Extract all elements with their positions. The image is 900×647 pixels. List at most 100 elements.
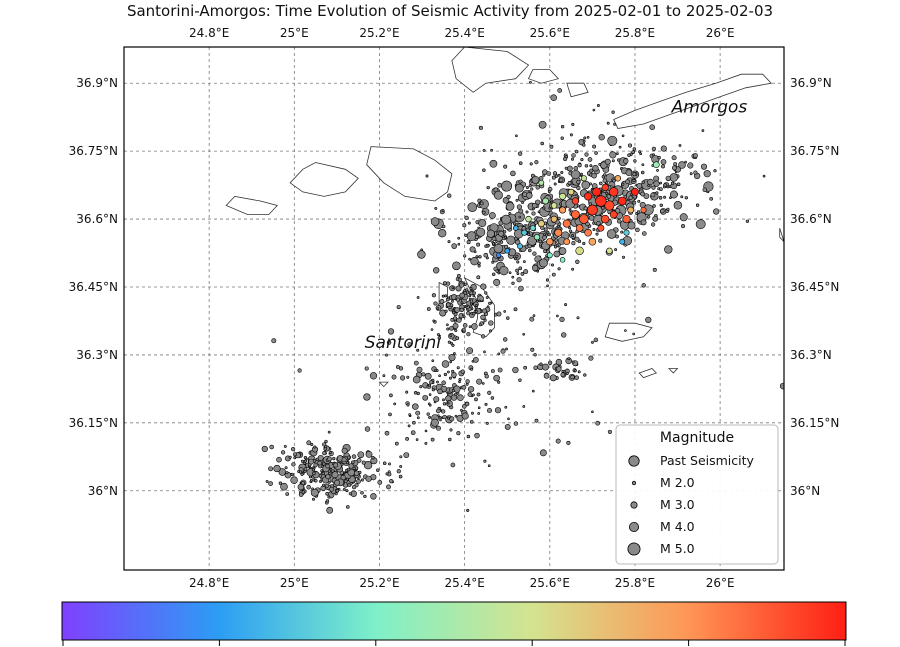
past-event-marker	[459, 292, 465, 299]
past-event-marker	[525, 210, 529, 214]
past-event-marker	[518, 161, 523, 165]
past-event-marker	[442, 398, 445, 402]
recent-event-marker	[571, 197, 580, 205]
past-event-marker	[504, 423, 511, 430]
past-event-marker	[269, 444, 274, 450]
past-event-marker	[551, 272, 556, 277]
past-event-marker	[557, 88, 563, 93]
past-event-marker	[526, 192, 533, 199]
past-event-marker	[426, 307, 431, 311]
recent-event-marker	[562, 219, 571, 228]
past-event-marker	[323, 447, 327, 451]
past-event-marker	[300, 459, 305, 463]
past-event-marker	[497, 182, 503, 188]
island-keros	[566, 82, 589, 98]
past-event-marker	[611, 159, 615, 163]
past-event-marker	[347, 455, 351, 460]
lat-tick-label-left: 36.75°N	[69, 144, 118, 158]
past-event-marker	[474, 432, 480, 439]
island-sikinos	[289, 162, 359, 197]
past-event-marker	[607, 429, 612, 434]
past-event-marker	[556, 314, 559, 318]
past-event-marker	[515, 268, 519, 273]
legend-marker	[630, 501, 638, 509]
past-event-marker	[673, 162, 678, 166]
past-event-marker	[542, 363, 549, 371]
past-event-marker	[512, 222, 517, 226]
past-event-marker	[394, 441, 399, 446]
past-event-marker	[360, 491, 364, 495]
past-event-marker	[556, 366, 562, 372]
past-event-marker	[345, 461, 349, 465]
recent-event-marker	[575, 224, 584, 232]
island-makra	[668, 368, 679, 374]
past-event-marker	[446, 391, 450, 395]
past-event-marker	[641, 283, 646, 288]
past-event-marker	[576, 179, 581, 185]
recent-event-marker	[563, 238, 571, 246]
past-event-marker	[412, 375, 421, 384]
past-event-marker	[408, 413, 412, 416]
past-event-marker	[497, 367, 503, 373]
past-event-marker	[652, 153, 655, 157]
past-event-marker	[515, 183, 524, 193]
past-event-marker	[570, 169, 581, 180]
past-event-marker	[470, 307, 474, 311]
past-event-marker	[438, 416, 442, 419]
past-event-marker	[573, 166, 579, 171]
lat-tick-label-right: 36°N	[790, 484, 820, 498]
past-event-marker	[589, 164, 593, 168]
past-event-marker	[595, 232, 599, 236]
past-event-marker	[493, 243, 504, 254]
past-event-marker	[365, 475, 372, 482]
past-event-marker	[497, 380, 501, 384]
past-event-marker	[484, 402, 488, 406]
past-event-marker	[466, 508, 470, 512]
past-event-marker	[560, 125, 565, 129]
past-event-marker	[680, 224, 686, 229]
past-event-marker	[665, 175, 672, 182]
past-event-marker	[400, 375, 406, 381]
past-event-marker	[547, 232, 551, 237]
past-event-marker	[671, 155, 677, 161]
lat-tick-label-right: 36.15°N	[790, 416, 839, 430]
past-event-marker	[393, 402, 397, 406]
past-event-marker	[528, 184, 532, 188]
past-event-marker	[268, 466, 274, 472]
past-event-marker	[628, 195, 633, 200]
past-event-marker	[334, 479, 341, 486]
lon-tick-label-bottom: 25.8°E	[615, 576, 655, 590]
past-event-marker	[456, 366, 460, 370]
past-event-marker	[687, 162, 694, 169]
past-event-marker	[523, 365, 528, 370]
past-event-marker	[412, 420, 416, 425]
past-event-marker	[345, 477, 349, 481]
past-event-marker	[480, 283, 487, 290]
past-event-marker	[314, 479, 318, 483]
past-event-marker	[505, 202, 515, 211]
past-event-marker	[583, 206, 588, 211]
past-event-marker	[290, 472, 295, 477]
past-event-marker	[416, 416, 420, 420]
past-event-marker	[592, 221, 596, 225]
past-event-marker	[516, 277, 522, 283]
past-event-marker	[478, 125, 483, 130]
past-event-marker	[452, 323, 459, 329]
past-event-marker	[516, 272, 520, 276]
past-event-marker	[603, 173, 607, 177]
past-event-marker	[540, 141, 544, 146]
past-event-marker	[501, 180, 513, 192]
past-event-marker	[623, 158, 629, 164]
past-event-marker	[503, 164, 508, 169]
past-event-marker	[612, 178, 616, 183]
past-event-marker	[310, 488, 319, 497]
past-event-marker	[537, 210, 541, 214]
island-pachia	[638, 368, 658, 379]
past-event-marker	[506, 235, 516, 245]
past-event-marker	[485, 421, 489, 425]
past-event-marker	[486, 407, 493, 414]
lon-tick-label-bottom: 25°E	[280, 576, 309, 590]
past-event-marker	[657, 155, 661, 160]
past-event-marker	[513, 421, 519, 426]
past-event-marker	[462, 223, 467, 228]
